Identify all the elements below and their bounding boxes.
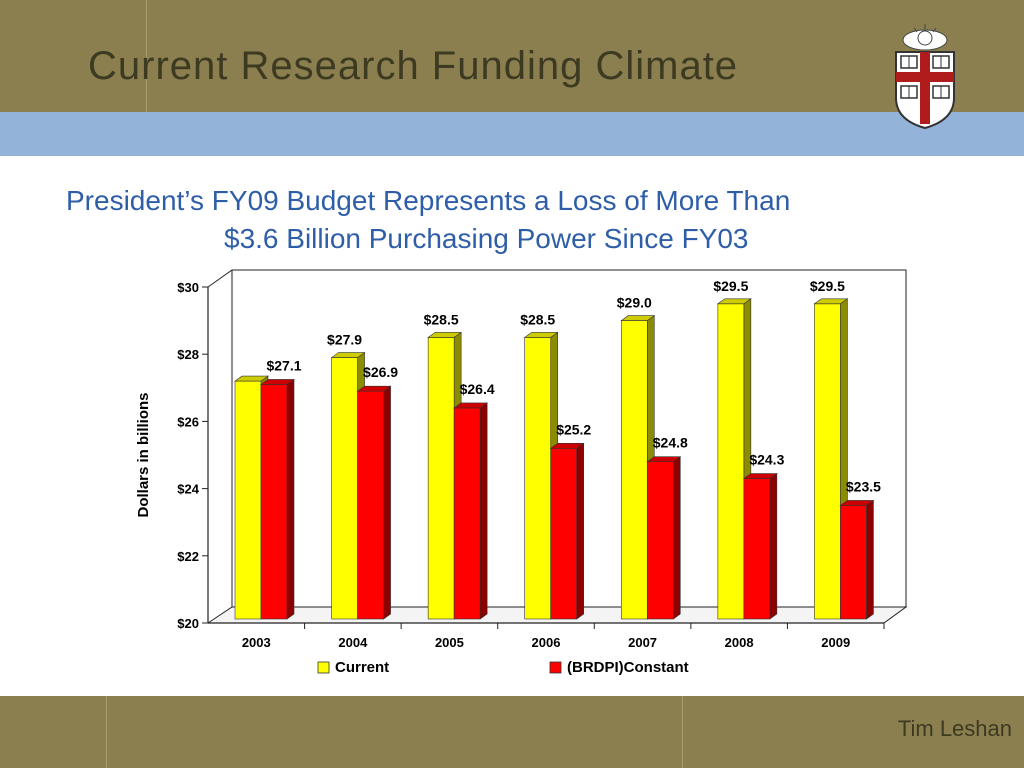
bar-side-constant (769, 472, 778, 620)
header-divider (146, 0, 147, 112)
bar-top-constant (549, 442, 585, 449)
x-category-label: 2005 (435, 635, 464, 650)
bar-top-current (813, 298, 849, 305)
x-category-label: 2009 (821, 635, 850, 650)
bar-current (331, 357, 358, 620)
bar-constant (550, 447, 578, 620)
bar-top-constant (260, 379, 295, 385)
bar-current (814, 303, 841, 620)
bar-top-current (330, 352, 366, 358)
bar-top-current (234, 375, 269, 382)
data-label-current: $29.0 (617, 295, 652, 311)
bar-current (717, 303, 745, 620)
legend-swatch-constant (549, 661, 562, 674)
y-axis-title: Dollars in billions (135, 392, 152, 517)
bar-current (524, 337, 552, 620)
bar-constant (260, 384, 288, 620)
x-category-label: 2006 (532, 635, 561, 650)
data-label-current: $29.5 (713, 278, 748, 294)
bar-side-constant (576, 442, 585, 620)
bar-top-current (716, 298, 752, 305)
legend-label-current: Current (335, 659, 389, 676)
footer-divider-left (106, 696, 107, 768)
funding-bar-chart: $20 $22 $24 $26 $28 $30 Dollars in billions 200… (135, 269, 908, 676)
bar-constant (646, 461, 674, 620)
data-label-constant: $27.1 (266, 357, 301, 373)
y-tick-label: $24 (177, 482, 199, 497)
bar-side-constant (866, 499, 874, 620)
bar-top-constant (453, 402, 489, 409)
university-shield-logo-icon (895, 24, 955, 130)
legend-label-constant: (BRDPI)Constant (567, 659, 689, 676)
data-label-current: $28.5 (424, 311, 459, 327)
bar-current (620, 320, 648, 620)
bar-side-constant (672, 456, 681, 620)
footer-bar: Tim Leshan (0, 696, 1024, 768)
data-label-current: $27.9 (327, 332, 362, 348)
footer-divider-right (682, 696, 683, 768)
subtitle-line-1: President’s FY09 Budget Represents a Los… (66, 185, 791, 216)
legend-swatch-current (317, 661, 330, 674)
bar-top-current (427, 332, 463, 338)
bar-constant (840, 505, 867, 620)
chart-side-edge (207, 269, 233, 288)
header-bar (0, 0, 1024, 112)
x-category-label: 2003 (242, 635, 271, 650)
data-label-current: $29.5 (810, 278, 845, 294)
y-tick-label: $20 (177, 616, 199, 631)
x-category-label: 2008 (725, 635, 754, 650)
data-label-constant: $24.8 (653, 435, 688, 451)
bar-side-constant (383, 385, 391, 620)
data-label-constant: $26.9 (363, 364, 398, 380)
data-label-constant: $26.4 (460, 381, 495, 397)
author-name: Tim Leshan (897, 716, 1012, 741)
bar-side-constant (479, 402, 488, 620)
bar-constant (453, 407, 481, 620)
y-tick-label: $22 (177, 549, 199, 564)
slide-title: Current Research Funding Climate (88, 44, 739, 88)
bar-side-constant (286, 378, 295, 620)
bar-constant (743, 478, 771, 620)
bar-top-current (523, 332, 559, 338)
bar-top-constant (839, 500, 875, 506)
data-label-constant: $24.3 (749, 452, 784, 468)
y-tick-label: $30 (177, 280, 199, 295)
data-label-constant: $23.5 (846, 478, 881, 494)
bar-top-constant (742, 473, 778, 479)
y-tick-label: $28 (177, 347, 199, 362)
x-category-label: 2004 (338, 635, 368, 650)
y-tick-label: $26 (177, 414, 199, 429)
header-accent-band (0, 112, 1024, 156)
subtitle-line-2: $3.6 Billion Purchasing Power Since FY03 (224, 223, 749, 254)
data-label-current: $28.5 (520, 311, 555, 327)
bar-current (427, 337, 455, 620)
bar-top-constant (646, 456, 682, 463)
bar-top-constant (356, 385, 392, 392)
data-label-constant: $25.2 (556, 421, 591, 437)
bar-current (234, 380, 262, 620)
bar-top-current (620, 315, 656, 321)
bar-constant (357, 390, 384, 620)
x-category-label: 2007 (628, 635, 657, 650)
